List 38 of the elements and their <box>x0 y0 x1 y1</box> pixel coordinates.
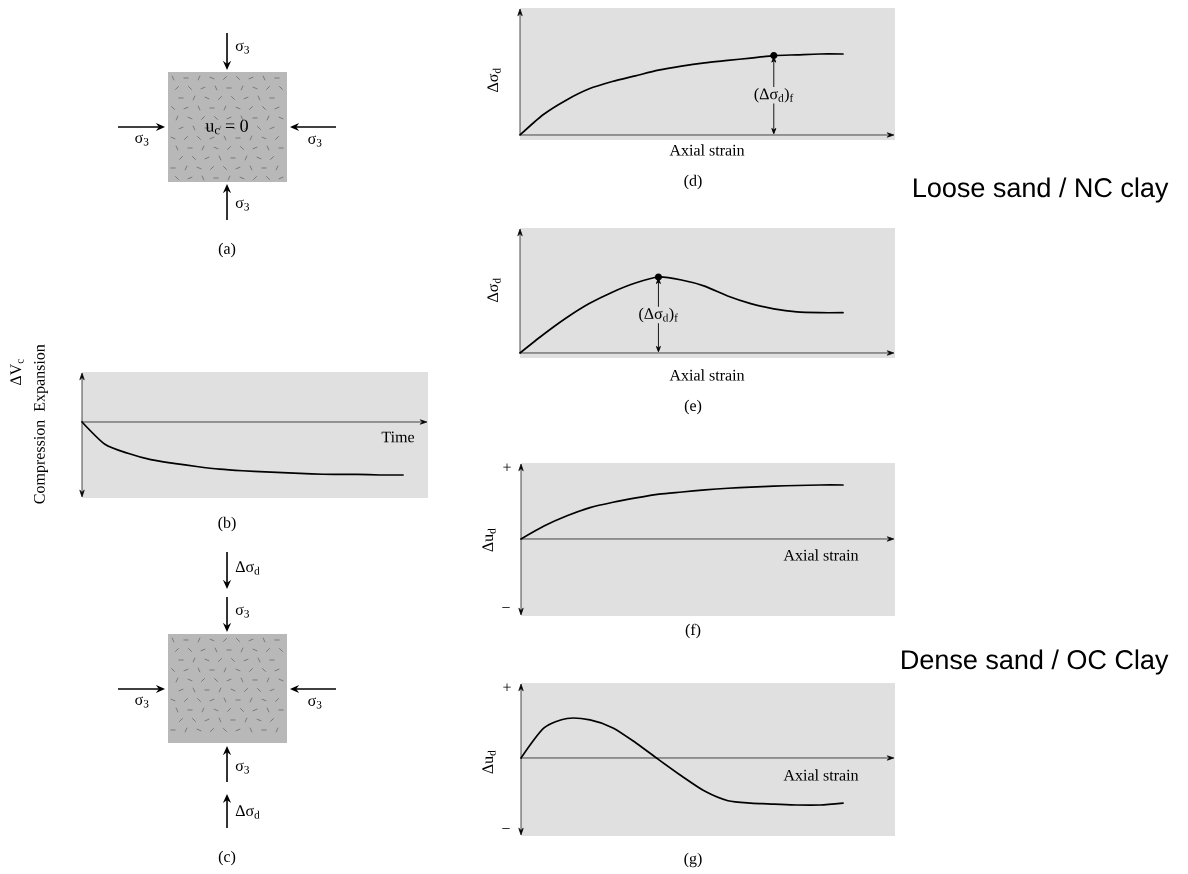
annotation: (Δσ$_{d}$)$_{f}$ <box>639 307 678 323</box>
text: Δσ$_{d}$ <box>235 805 260 819</box>
x-axis-title: Axial strain <box>783 549 859 561</box>
text: Loose sand / NC clay <box>914 177 1169 203</box>
annotation: (Δσ$_{d}$)$_{f}$ <box>754 88 794 103</box>
text: (a) <box>218 242 236 258</box>
text: + <box>503 683 511 691</box>
text: Compression <box>34 420 49 504</box>
text: Dense sand / OC Clay <box>902 649 1169 675</box>
y-axis-title: Δu$_{d}$ <box>482 750 496 774</box>
text: − <box>502 607 510 608</box>
text: (f) <box>685 623 701 639</box>
x-axis-title: Axial strain <box>669 144 745 156</box>
text: σ$_{3}$ <box>135 696 149 708</box>
text: σ$_{3}$ <box>135 134 149 146</box>
text: σ$_{3}$ <box>235 199 249 211</box>
text: Δσ$_{d}$ <box>235 561 260 575</box>
text: (c) <box>218 850 236 866</box>
text: σ$_{3}$ <box>235 606 249 618</box>
y-axis-title: Δσ$_{d}$ <box>487 68 501 92</box>
x-axis-title: Time <box>381 431 415 443</box>
text: σ$_{3}$ <box>235 42 249 54</box>
y-axis-title: Δu$_{d}$ <box>482 528 496 552</box>
text: (d) <box>684 174 702 190</box>
y-axis-title: ΔV$_{c}$ <box>10 359 24 386</box>
text: σ$_{3}$ <box>308 697 322 709</box>
x-axis-title: Axial strain <box>783 769 859 781</box>
text: (g) <box>684 852 702 868</box>
x-axis-title: Axial strain <box>669 369 745 381</box>
text: Expansion <box>34 344 49 412</box>
text: u$_{c}$ = 0 <box>205 119 248 135</box>
text: + <box>503 463 511 471</box>
text: (b) <box>218 516 236 532</box>
text: − <box>502 828 510 829</box>
text: σ$_{3}$ <box>235 762 249 774</box>
y-axis-title: Δσ$_{d}$ <box>487 278 501 302</box>
text: (e) <box>684 399 702 415</box>
text: σ$_{3}$ <box>308 135 322 147</box>
